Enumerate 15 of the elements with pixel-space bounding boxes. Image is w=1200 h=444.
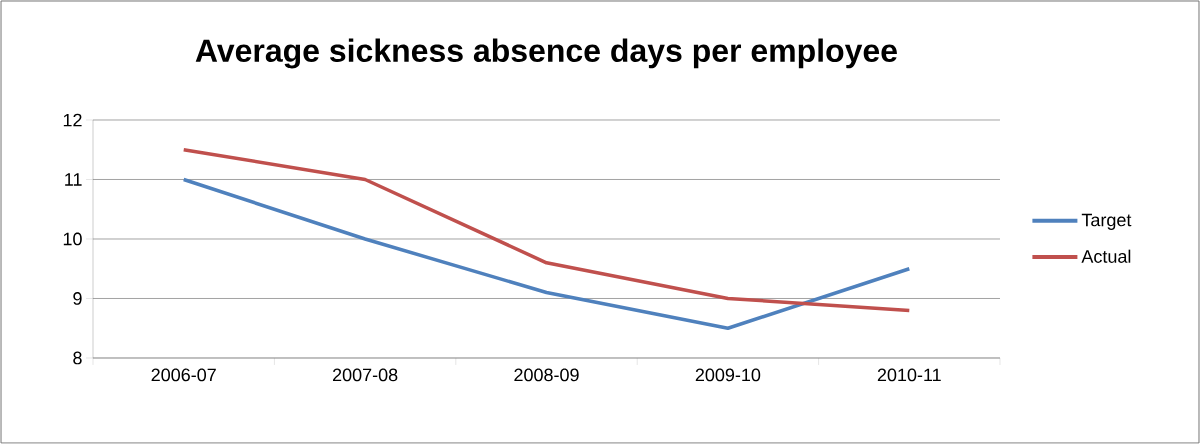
y-tick-label: 8: [73, 351, 82, 365]
chart-title: Average sickness absence days per employee: [195, 38, 897, 69]
x-tick-label: 2010-11: [877, 368, 941, 382]
legend-label: Actual: [1081, 249, 1131, 263]
x-tick-label: 2008-09: [514, 368, 579, 382]
y-tick-label: 12: [63, 113, 82, 127]
y-tick-label: 9: [73, 292, 82, 305]
y-tick-label: 10: [63, 232, 82, 246]
legend-label: Target: [1081, 213, 1132, 230]
y-tick-label: 11: [65, 173, 82, 186]
x-tick-label: 2007-08: [332, 368, 398, 382]
x-tick-label: 2009-10: [695, 368, 761, 382]
line-series: [181, 177, 912, 330]
line-series: [181, 148, 912, 313]
x-tick-label: 2006-07: [151, 368, 216, 382]
